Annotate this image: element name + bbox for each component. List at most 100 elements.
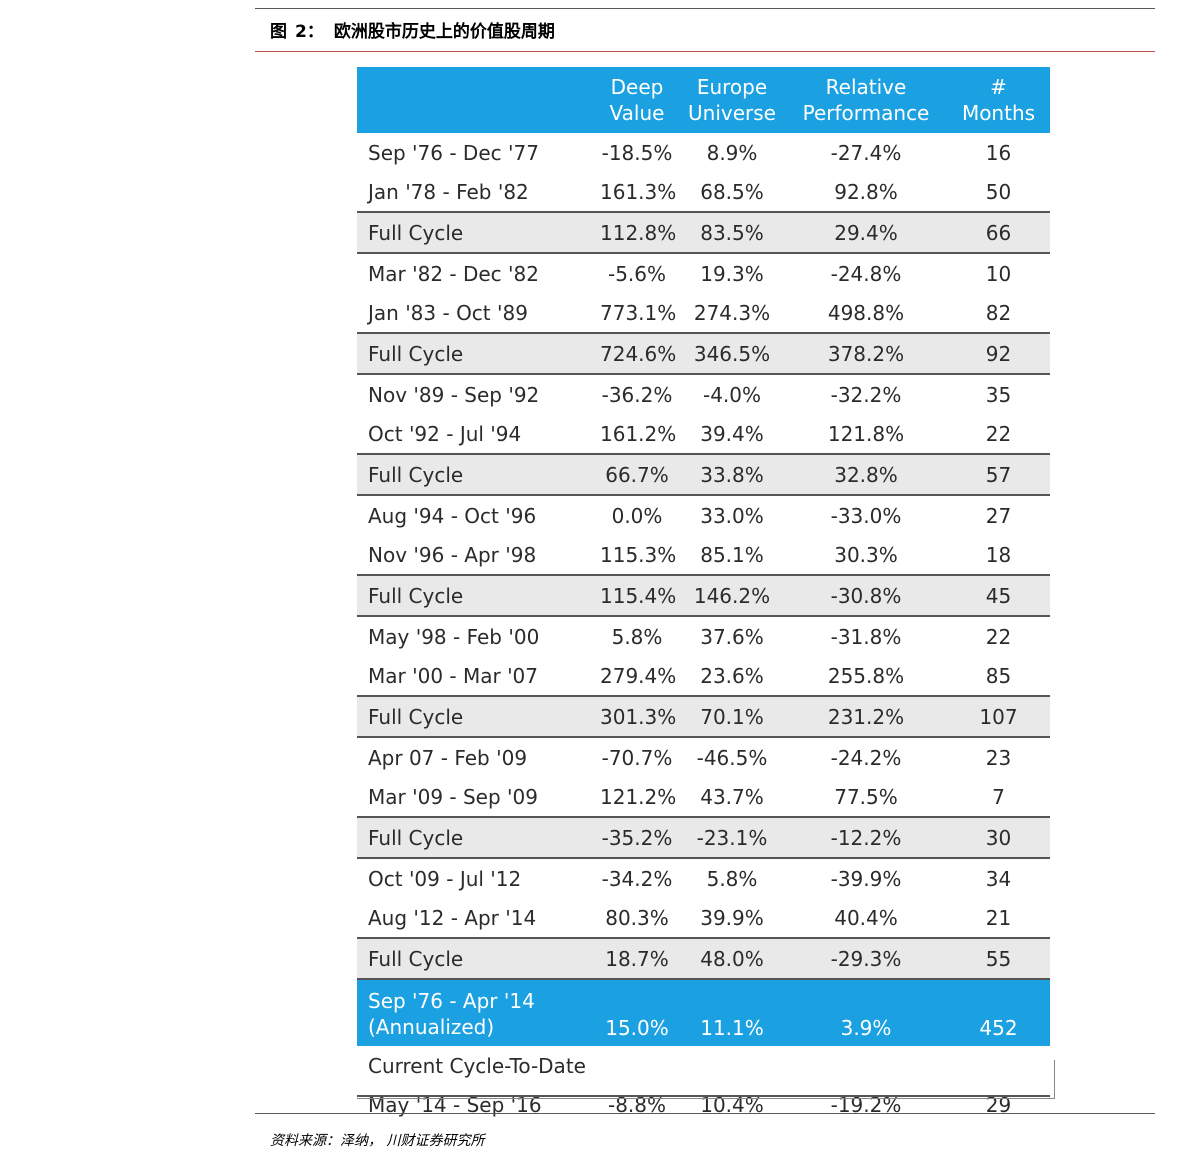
header-months: # Months [961, 75, 1036, 125]
cell-months: 34 [985, 866, 1012, 891]
cell-europe-universe: 33.0% [700, 503, 764, 528]
cell-period: Nov '96 - Apr '98 [368, 542, 537, 567]
cell-europe-universe: -46.5% [696, 745, 768, 770]
cell-deep-value: 5.8% [611, 624, 663, 649]
table-bottom-rule-thin [357, 1098, 1055, 1099]
cell-relative-performance: 255.8% [827, 663, 905, 688]
cell-deep-value: 66.7% [605, 462, 669, 487]
cell-period: Oct '92 - Jul '94 [368, 421, 522, 446]
cell-months: 22 [985, 624, 1012, 649]
cell-deep-value: 18.7% [605, 946, 669, 971]
source-note: 资料来源：泽纳， 川财证券研究所 [270, 1133, 485, 1149]
table-row: Oct '09 - Jul '12 -34.2% 5.8% -39.9% 34 [357, 859, 1050, 898]
figure-number: 2： [295, 22, 324, 42]
cell-europe-universe: 68.5% [700, 179, 764, 204]
cell-deep-value: -70.7% [601, 745, 673, 770]
cell-period: Full Cycle [368, 704, 464, 729]
title-underline [255, 51, 1155, 52]
annualized-label: Sep '76 - Apr '14 (Annualized) [368, 989, 535, 1039]
table-right-rule [1054, 1060, 1055, 1099]
cell-deep-value: 773.1% [600, 300, 677, 325]
cell-europe-universe: 346.5% [693, 341, 771, 366]
cell-deep-value: -5.6% [607, 261, 667, 286]
cell-months: 50 [985, 179, 1012, 204]
cell-europe-universe: 85.1% [700, 542, 764, 567]
cell-relative-performance: 30.3% [834, 542, 898, 567]
annualized-deep-value: 15.0% [605, 1016, 669, 1040]
table-header: Deep Value Europe Universe Relative Perf… [357, 67, 1050, 133]
cell-months: 92 [985, 341, 1012, 366]
cell-period: Full Cycle [368, 946, 464, 971]
cell-europe-universe: 33.8% [700, 462, 764, 487]
header-deep-value: Deep Value [609, 75, 665, 125]
cell-months: 10 [985, 261, 1012, 286]
cell-months: 27 [985, 503, 1012, 528]
cell-period: Mar '82 - Dec '82 [368, 261, 539, 286]
cell-period: Full Cycle [368, 341, 464, 366]
cell-period: Aug '94 - Oct '96 [368, 503, 537, 528]
cell-deep-value: -36.2% [601, 382, 673, 407]
full-cycle-row: Full Cycle -35.2% -23.1% -12.2% 30 [357, 816, 1050, 859]
cell-deep-value: 115.4% [600, 583, 677, 608]
cell-europe-universe: 19.3% [700, 261, 764, 286]
cell-europe-universe: 43.7% [700, 784, 764, 809]
cell-period: Full Cycle [368, 825, 464, 850]
cell-relative-performance: 40.4% [834, 905, 898, 930]
current-cycle-label-row: Current Cycle-To-Date [357, 1046, 1050, 1085]
table-row: Mar '09 - Sep '09 121.2% 43.7% 77.5% 7 [357, 777, 1050, 816]
cell-period: May '98 - Feb '00 [368, 624, 540, 649]
cell-deep-value: -34.2% [601, 866, 673, 891]
cell-relative-performance: -31.8% [830, 624, 902, 649]
cell-months: 22 [985, 421, 1012, 446]
cell-europe-universe: 39.4% [700, 421, 764, 446]
cell-europe-universe: 48.0% [700, 946, 764, 971]
current-cycle-label: Current Cycle-To-Date [368, 1053, 586, 1078]
cell-months: 55 [985, 946, 1012, 971]
cell-europe-universe: 39.9% [700, 905, 764, 930]
cell-europe-universe: -23.1% [696, 825, 768, 850]
table-row: Mar '82 - Dec '82 -5.6% 19.3% -24.8% 10 [357, 254, 1050, 293]
table-row: Apr 07 - Feb '09 -70.7% -46.5% -24.2% 23 [357, 738, 1050, 777]
cell-relative-performance: -24.8% [830, 261, 902, 286]
header-relative-performance: Relative Performance [802, 75, 930, 125]
cell-period: Full Cycle [368, 583, 464, 608]
cell-period: Aug '12 - Apr '14 [368, 905, 537, 930]
cell-relative-performance: -39.9% [830, 866, 902, 891]
cell-period: Sep '76 - Dec '77 [368, 140, 539, 165]
cell-months: 16 [985, 140, 1012, 165]
table-row: Aug '12 - Apr '14 80.3% 39.9% 40.4% 21 [357, 898, 1050, 937]
cell-months: 35 [985, 382, 1012, 407]
cell-relative-performance: 498.8% [827, 300, 905, 325]
cell-months: 66 [985, 220, 1012, 245]
top-rule [255, 8, 1155, 9]
table-row: Oct '92 - Jul '94 161.2% 39.4% 121.8% 22 [357, 414, 1050, 453]
cell-relative-performance: 29.4% [834, 220, 898, 245]
value-cycle-table: Deep Value Europe Universe Relative Perf… [357, 67, 1050, 1124]
full-cycle-row: Full Cycle 66.7% 33.8% 32.8% 57 [357, 453, 1050, 496]
cell-relative-performance: 92.8% [834, 179, 898, 204]
cell-deep-value: -18.5% [601, 140, 673, 165]
cell-deep-value: 724.6% [600, 341, 677, 366]
cell-relative-performance: 32.8% [834, 462, 898, 487]
cell-europe-universe: 5.8% [706, 866, 758, 891]
cell-europe-universe: -4.0% [702, 382, 762, 407]
cell-relative-performance: -29.3% [830, 946, 902, 971]
figure-title-text: 欧洲股市历史上的价值股周期 [333, 22, 555, 42]
full-cycle-row: Full Cycle 112.8% 83.5% 29.4% 66 [357, 211, 1050, 254]
cell-months: 7 [992, 784, 1005, 809]
cell-deep-value: -35.2% [601, 825, 673, 850]
cell-period: Mar '00 - Mar '07 [368, 663, 539, 688]
figure-label: 图 [270, 22, 287, 42]
cell-period: Full Cycle [368, 220, 464, 245]
table-row: Nov '96 - Apr '98 115.3% 85.1% 30.3% 18 [357, 535, 1050, 574]
cell-months: 82 [985, 300, 1012, 325]
cell-relative-performance: -33.0% [830, 503, 902, 528]
cell-period: Full Cycle [368, 462, 464, 487]
cell-deep-value: 301.3% [600, 704, 677, 729]
cell-period: Jan '83 - Oct '89 [368, 300, 528, 325]
cell-relative-performance: 121.8% [827, 421, 905, 446]
cell-europe-universe: 274.3% [693, 300, 771, 325]
table-row: May '98 - Feb '00 5.8% 37.6% -31.8% 22 [357, 617, 1050, 656]
cell-relative-performance: 77.5% [834, 784, 898, 809]
cell-period: Nov '89 - Sep '92 [368, 382, 540, 407]
